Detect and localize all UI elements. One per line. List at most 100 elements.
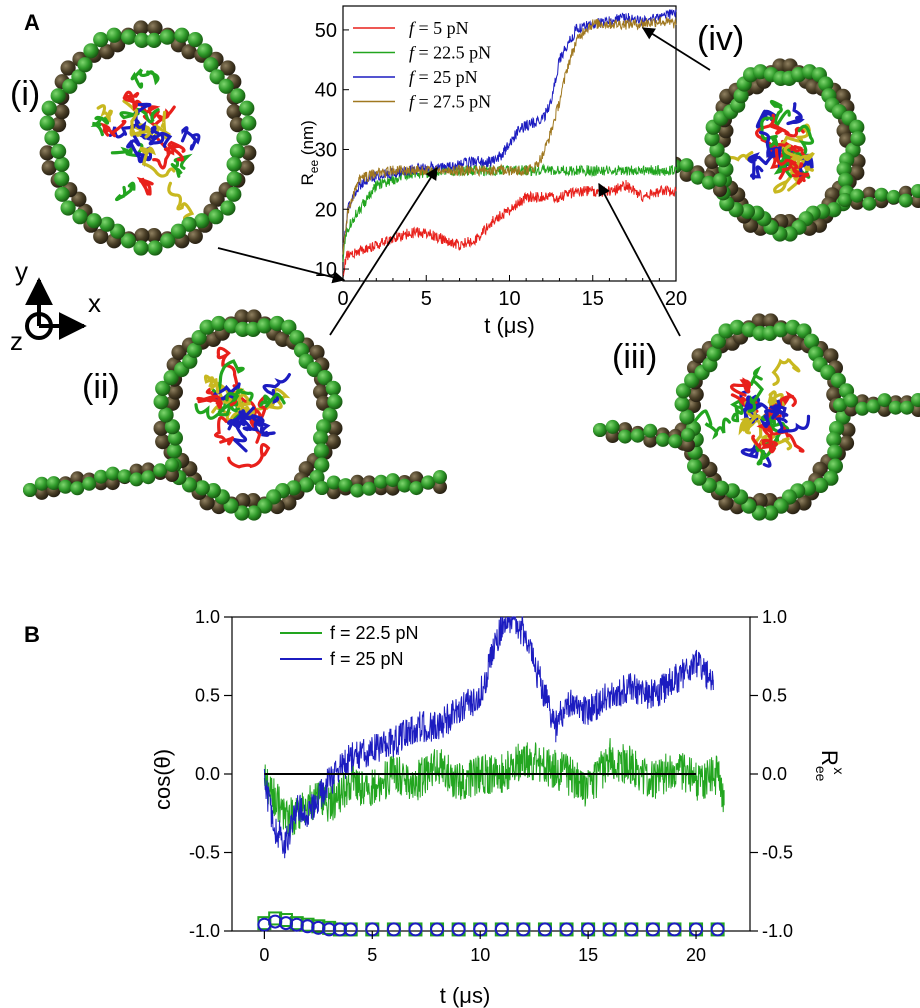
x-tick-label: 10 bbox=[498, 288, 520, 310]
linker-dna-bead bbox=[713, 183, 727, 197]
histone-helix bbox=[134, 102, 157, 141]
dna-bead bbox=[739, 203, 756, 219]
dna-bead bbox=[850, 153, 866, 169]
histone-helix bbox=[774, 414, 811, 434]
linker-dna-bead bbox=[70, 481, 85, 496]
pointer-arrow-iii bbox=[598, 182, 681, 337]
dna-bead bbox=[257, 498, 273, 514]
dna-bead bbox=[211, 315, 227, 332]
dna-bead bbox=[187, 228, 203, 244]
dna-bead bbox=[170, 223, 186, 239]
nucleosome-snapshot-i bbox=[39, 20, 257, 256]
linker-dna-bead bbox=[350, 483, 365, 498]
y-tick-label: 20 bbox=[315, 199, 337, 221]
linker-dna-bead bbox=[605, 419, 620, 434]
ree-x-marker-circle bbox=[516, 922, 531, 937]
legend-f-symbol: f bbox=[409, 67, 417, 87]
y-tick-label-left: 0.5 bbox=[195, 686, 220, 706]
dna-bead bbox=[199, 319, 215, 335]
dna-bead bbox=[191, 330, 207, 346]
dna-bead bbox=[134, 32, 150, 49]
y-axis-glyph-label: y bbox=[15, 256, 28, 286]
dna-bead bbox=[313, 443, 330, 459]
histone-helix bbox=[749, 130, 781, 166]
dna-bead bbox=[50, 88, 66, 104]
linker-dna-bead bbox=[82, 476, 97, 491]
legend-value: = 25 pN bbox=[414, 67, 478, 87]
dna-bead bbox=[687, 458, 703, 474]
z-axis-symbol bbox=[25, 312, 53, 340]
linker-dna-bead bbox=[877, 393, 892, 408]
y-tick-label-right: 0.5 bbox=[762, 686, 787, 706]
x-tick-label: 5 bbox=[367, 945, 377, 965]
dna-bead bbox=[51, 117, 67, 133]
dna-bead bbox=[281, 495, 297, 511]
histone-helix bbox=[96, 104, 113, 129]
dna-bead bbox=[153, 394, 169, 410]
linker-dna-bead bbox=[681, 428, 695, 442]
y-tick-label-right: -1.0 bbox=[762, 921, 793, 941]
dna-bead bbox=[146, 32, 162, 49]
ree-x-marker-circle bbox=[559, 922, 574, 937]
dna-bead bbox=[675, 383, 692, 399]
dna-bead bbox=[827, 458, 844, 474]
linker-dna-bead bbox=[690, 170, 705, 185]
x-tick-label: 10 bbox=[470, 945, 490, 965]
ree-x-marker-circle bbox=[537, 922, 552, 937]
dna-bead bbox=[827, 444, 843, 460]
z-axis-glyph-label: z bbox=[10, 326, 23, 356]
linker-dna-bead bbox=[141, 470, 156, 485]
dna-bead bbox=[163, 370, 179, 386]
histone-helix bbox=[227, 443, 271, 469]
dna-bead bbox=[86, 213, 102, 229]
dna-bead bbox=[134, 228, 150, 244]
dna-bead bbox=[174, 27, 190, 43]
histone-helix bbox=[760, 116, 779, 148]
dna-bead bbox=[181, 477, 198, 493]
linker-dna-bead bbox=[833, 398, 847, 412]
right-label-superscript: x bbox=[831, 767, 847, 774]
linker-dna-bead bbox=[668, 434, 683, 449]
histone-helix bbox=[126, 133, 151, 160]
x-tick-label: 15 bbox=[582, 288, 604, 310]
histone-helix bbox=[262, 373, 291, 404]
histone-helix bbox=[114, 181, 136, 202]
dna-bead bbox=[230, 88, 246, 104]
dna-bead bbox=[155, 434, 171, 450]
dna-bead bbox=[234, 505, 250, 521]
ree-x-marker-circle bbox=[494, 922, 509, 937]
legend-label: f = 25 pN bbox=[409, 67, 478, 87]
linker-dna-bead bbox=[701, 175, 716, 190]
linker-dna-bead bbox=[326, 485, 341, 500]
dna-bead bbox=[823, 348, 839, 364]
cos-theta-chart: 0 5 10 15 20 -1.0 -1.0 -0.5 -0.5 0.0 0.0 0.5 0.5 1.0 1… bbox=[150, 607, 847, 1008]
dna-bead bbox=[704, 131, 720, 147]
y-tick-label-left: 1.0 bbox=[195, 607, 220, 627]
dna-bead bbox=[314, 457, 330, 473]
dna-bead bbox=[220, 60, 236, 76]
linker-dna-bead bbox=[338, 478, 353, 493]
legend-label: f = 22.5 pN bbox=[409, 43, 491, 63]
dna-bead bbox=[199, 495, 215, 511]
dna-bead bbox=[709, 142, 725, 158]
pointer-arrow-i bbox=[217, 247, 346, 284]
linker-dna-bead bbox=[593, 423, 607, 437]
histone-helix bbox=[783, 144, 815, 169]
dna-bead bbox=[39, 115, 55, 131]
linker-dna-bead bbox=[397, 478, 412, 493]
dna-bead bbox=[850, 131, 866, 147]
linker-dna-bead bbox=[630, 428, 645, 443]
legend-f-symbol: f bbox=[409, 92, 417, 112]
dna-bead bbox=[71, 191, 87, 207]
dna-bead bbox=[706, 346, 722, 362]
nucleosome-snapshot-iv bbox=[635, 58, 920, 242]
legend-value: = 22.5 pN bbox=[414, 43, 491, 63]
linker-dna-bead bbox=[866, 399, 881, 414]
dna-bead bbox=[106, 27, 122, 43]
snapshot-label-i: (i) bbox=[10, 75, 40, 113]
dna-bead bbox=[121, 29, 137, 45]
histone-helix bbox=[791, 124, 815, 162]
dna-bead bbox=[197, 43, 213, 59]
dna-bead bbox=[298, 477, 315, 493]
ree-x-marker-circle bbox=[624, 922, 639, 937]
